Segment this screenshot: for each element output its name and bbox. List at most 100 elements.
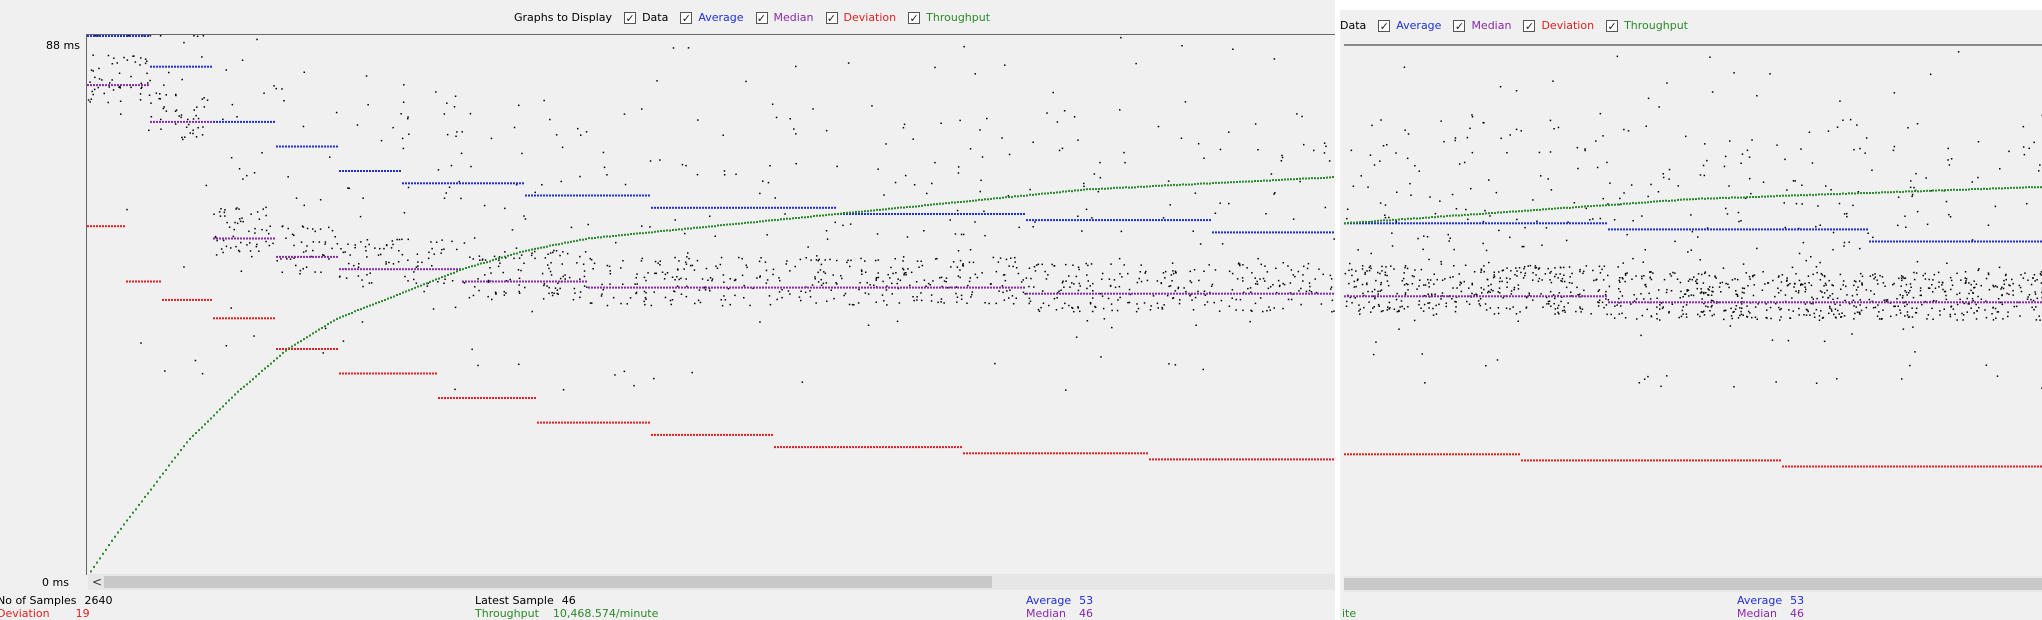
- average-point: [1530, 222, 1532, 225]
- average-point: [540, 194, 542, 197]
- data-point: [804, 291, 807, 294]
- median-point: [1512, 295, 1514, 298]
- average-point: [297, 145, 299, 148]
- data-point: [254, 232, 256, 234]
- throughput-point: [1122, 186, 1124, 189]
- throughput-point: [450, 272, 452, 275]
- horizontal-scrollbar[interactable]: <: [88, 574, 1335, 590]
- data-point: [1089, 301, 1092, 304]
- throughput-point: [1149, 185, 1151, 188]
- average-point: [564, 194, 566, 197]
- data-point: [524, 218, 527, 220]
- throughput-checkbox-right[interactable]: ✓: [1606, 19, 1619, 33]
- average-point: [252, 120, 254, 123]
- deviation-point: [1413, 453, 1415, 456]
- data-point: [1262, 277, 1265, 280]
- data-point: [940, 298, 943, 300]
- scrollbar-thumb[interactable]: [104, 576, 992, 588]
- data-point: [1905, 226, 1907, 228]
- data-point: [357, 266, 360, 268]
- deviation-point: [258, 317, 260, 320]
- throughput-point: [174, 456, 176, 459]
- data-point: [1598, 289, 1601, 291]
- average-point: [1032, 219, 1034, 222]
- data-point: [1928, 278, 1930, 281]
- average-point: [258, 120, 260, 123]
- average-checkbox[interactable]: ✓: [680, 11, 693, 25]
- average-point: [1230, 231, 1232, 234]
- data-point: [930, 300, 933, 302]
- throughput-point: [267, 365, 269, 368]
- deviation-point: [888, 446, 890, 449]
- data-point: [1646, 308, 1648, 311]
- median-checkbox-right[interactable]: ✓: [1453, 19, 1466, 33]
- average-point: [993, 213, 995, 215]
- throughput-point: [1035, 193, 1037, 196]
- data-point: [1431, 294, 1433, 296]
- deviation-point: [348, 372, 350, 375]
- data-point: [1515, 267, 1517, 269]
- data-point: [1254, 277, 1256, 279]
- data-point: [1459, 284, 1461, 286]
- data-point: [1553, 302, 1555, 305]
- data-point: [1800, 283, 1803, 285]
- data-point: [583, 275, 586, 278]
- deviation-point: [1596, 459, 1598, 462]
- median-point: [642, 286, 644, 289]
- data-point: [1499, 277, 1501, 279]
- average-checkbox-right[interactable]: ✓: [1378, 19, 1391, 33]
- median-checkbox[interactable]: ✓: [755, 11, 768, 25]
- throughput-point: [384, 299, 386, 301]
- data-point: [165, 110, 168, 112]
- deviation-point: [1860, 465, 1862, 468]
- data-point: [684, 261, 687, 263]
- data-point: [1804, 290, 1806, 293]
- average-point: [1572, 222, 1574, 225]
- median-stat: Median 46: [1026, 607, 1093, 620]
- deviation-checkbox[interactable]: ✓: [825, 11, 838, 25]
- data-point: [1877, 304, 1879, 306]
- median-point: [1185, 292, 1187, 295]
- average-point: [609, 194, 611, 197]
- median-point: [837, 286, 839, 289]
- median-point: [231, 237, 233, 240]
- median-point: [117, 84, 119, 87]
- data-point: [916, 260, 919, 262]
- data-point: [1856, 293, 1858, 296]
- average-point: [2022, 240, 2024, 243]
- median-point: [1521, 295, 1523, 298]
- throughput-checkbox[interactable]: ✓: [908, 11, 921, 25]
- median-point: [1161, 292, 1163, 295]
- data-point: [1666, 82, 1668, 84]
- data-point: [1916, 123, 1919, 125]
- data-point: [1707, 306, 1709, 308]
- data-point: [1844, 299, 1846, 302]
- data-point: [826, 300, 828, 302]
- data-point: [1452, 276, 1454, 278]
- data-point: [1853, 305, 1855, 307]
- median-point: [198, 120, 200, 123]
- deviation-point: [213, 317, 215, 320]
- data-point: [587, 223, 589, 226]
- throughput-point: [198, 429, 200, 432]
- data-checkbox[interactable]: ✓: [624, 11, 637, 25]
- deviation-point: [1119, 452, 1121, 455]
- data-point: [1621, 312, 1623, 315]
- data-point: [437, 169, 440, 171]
- average-point: [1740, 228, 1742, 231]
- data-point: [1174, 270, 1177, 273]
- scroll-left-arrow-icon[interactable]: <: [92, 575, 103, 589]
- average-point: [1155, 219, 1157, 222]
- data-point: [867, 293, 870, 295]
- data-point: [1886, 299, 1889, 301]
- deviation-point: [1269, 458, 1271, 461]
- data-point: [1913, 271, 1915, 274]
- data-point: [1966, 311, 1968, 313]
- data-point: [1831, 293, 1834, 295]
- data-point: [1272, 284, 1274, 286]
- deviation-checkbox-right[interactable]: ✓: [1523, 19, 1536, 33]
- average-point: [1734, 228, 1736, 231]
- data-point: [450, 164, 453, 167]
- data-point: [1550, 189, 1553, 191]
- data-point: [1977, 269, 1979, 272]
